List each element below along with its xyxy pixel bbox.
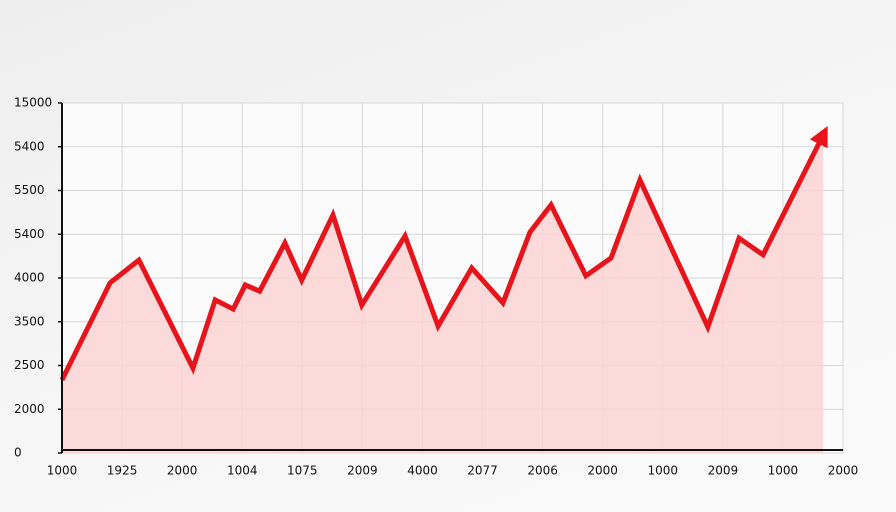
x-tick-label: 4000 bbox=[407, 464, 438, 478]
y-tick-label: 5500 bbox=[14, 183, 45, 197]
x-tick-label: 2077 bbox=[467, 464, 498, 478]
y-tick-label: 0 bbox=[14, 446, 22, 460]
line bbox=[59, 125, 828, 382]
x-tick-label: 2000 bbox=[167, 464, 198, 478]
x-tick-label: 2000 bbox=[587, 464, 618, 478]
x-tick-label: 1000 bbox=[47, 464, 78, 478]
x-tick-label: 1004 bbox=[227, 464, 258, 478]
x-tick-label: 2009 bbox=[708, 464, 739, 478]
x-tick-label: 2000 bbox=[828, 464, 859, 478]
y-tick-label: 3500 bbox=[14, 314, 45, 328]
y-tick-label: 4000 bbox=[14, 271, 45, 285]
y-tick-label: 5400 bbox=[14, 139, 45, 153]
x-tick-label: 1000 bbox=[647, 464, 678, 478]
x-tick-label: 1925 bbox=[107, 464, 138, 478]
y-tick-label: 2500 bbox=[14, 358, 45, 372]
area bbox=[62, 134, 824, 453]
x-tick-label: 1000 bbox=[768, 464, 799, 478]
x-tick-label: 2006 bbox=[527, 464, 558, 478]
x-tick-label: 1075 bbox=[287, 464, 318, 478]
y-tick-label: 5400 bbox=[14, 227, 45, 241]
x-tick-label: 2009 bbox=[347, 464, 378, 478]
y-tick-label: 2000 bbox=[14, 402, 45, 416]
y-tick-label: 15000 bbox=[14, 96, 52, 110]
